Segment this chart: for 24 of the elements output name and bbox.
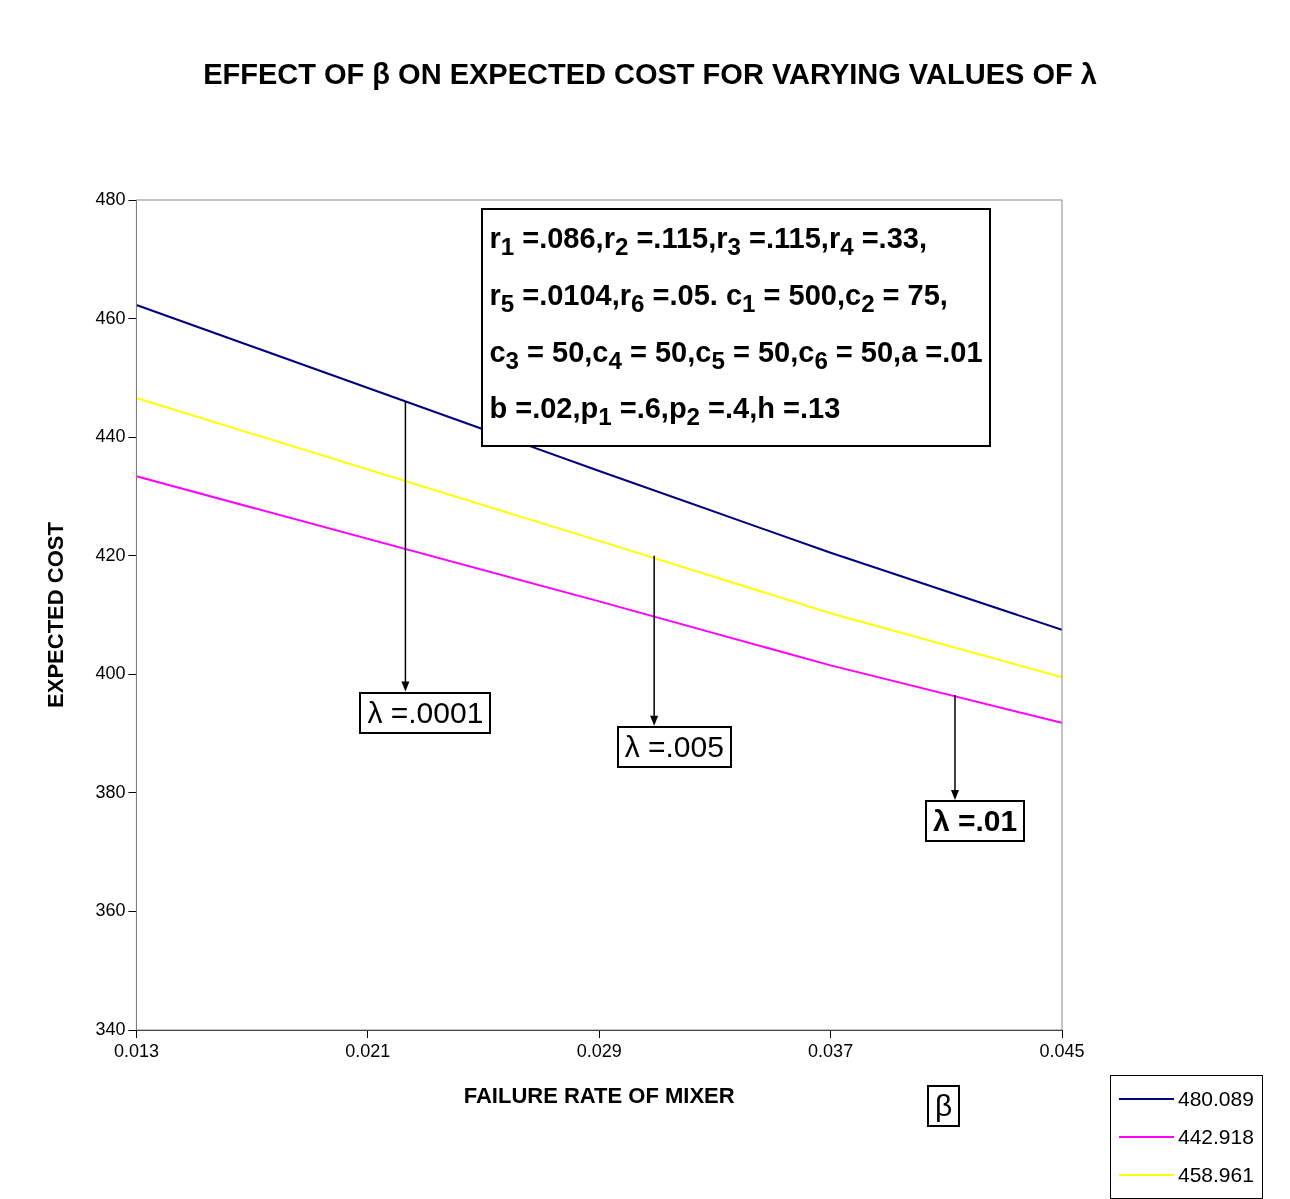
- x-tick-label: 0.045: [1039, 1040, 1085, 1061]
- x-axis-title: FAILURE RATE OF MIXER: [463, 1082, 735, 1108]
- y-tick-label: 360: [95, 900, 126, 921]
- y-axis-title: EXPECTED COST: [43, 521, 69, 708]
- x-tick-label: 0.013: [113, 1040, 159, 1061]
- y-tick-label: 400: [95, 663, 126, 684]
- annotation: λ =.005: [616, 725, 732, 768]
- y-tick-label: 340: [95, 1018, 126, 1039]
- y-tick-label: 460: [95, 307, 126, 328]
- annotation: λ =.0001: [359, 691, 492, 734]
- y-tick-label: 420: [95, 544, 126, 565]
- legend-label: 442.918: [1178, 1125, 1254, 1149]
- y-tick-label: 380: [95, 781, 126, 802]
- legend-label: 458.961: [1178, 1163, 1254, 1187]
- x-tick-label: 0.037: [808, 1040, 854, 1061]
- x-tick-label: 0.029: [576, 1040, 622, 1061]
- legend-label: 480.089: [1178, 1087, 1254, 1111]
- text: r$_{1}$ =.086,r$_{2}$ =.115,r$_{3}$ =.115,r$_{4}$ =.33, r$_{5}$ =.0104,r$_{6}$ =.05. c$_{1}$ = 500,c$_{2}$ = 75, c$_{3}$ = 50,c$_{4}$ = 50,c$_{5}$ = 50,c$_{6}$ = 50,a =.01 b =.02,p$_{1}$ =.6,p$_{2}$ =.4,h =.13: [489, 222, 983, 431]
- y-tick-label: 440: [95, 426, 126, 447]
- y-tick-label: 480: [95, 188, 126, 209]
- x-tick-label: 0.021: [345, 1040, 391, 1061]
- annotation: λ =.01: [924, 800, 1026, 843]
- text: β: [927, 1085, 961, 1127]
- chart-title: EFFECT OF β ON EXPECTED COST FOR VARYING VALUES OF λ: [202, 57, 1098, 92]
